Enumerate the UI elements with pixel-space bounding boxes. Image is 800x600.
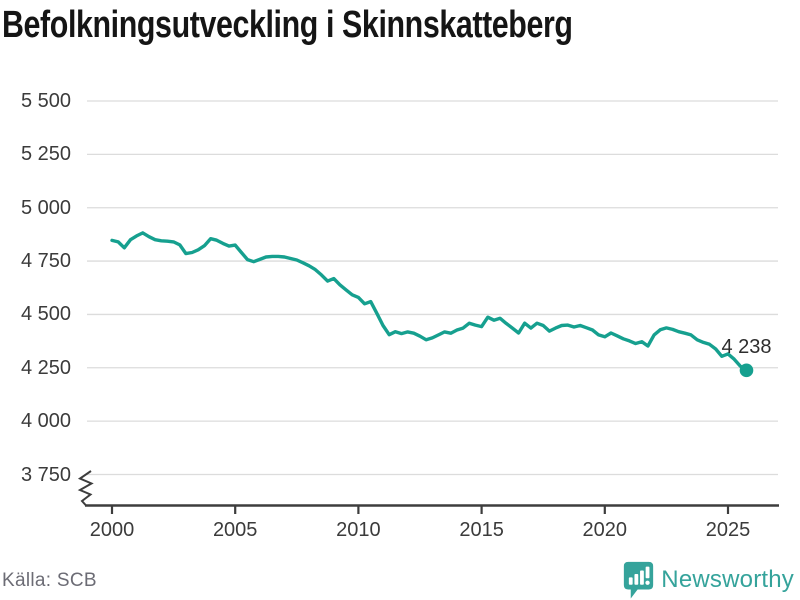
x-tick-label: 2000 — [89, 519, 135, 541]
x-tick-label: 2025 — [705, 519, 751, 541]
y-tick-label: 4 500 — [20, 303, 71, 326]
axis-break-icon — [77, 470, 94, 507]
newsworthy-wordmark: Newsworthy — [661, 566, 794, 593]
x-tick-label: 2015 — [459, 519, 504, 541]
x-tick-label: 2005 — [212, 519, 258, 541]
y-tick-label: 4 750 — [20, 250, 71, 273]
y-tick-label: 3 750 — [20, 463, 71, 486]
y-tick-label: 5 000 — [20, 196, 71, 219]
x-tick-label: 2020 — [582, 519, 628, 541]
y-tick-label: 4 000 — [20, 410, 71, 433]
newsworthy-icon — [624, 561, 654, 599]
y-tick-label: 4 250 — [20, 356, 71, 379]
last-point-marker — [739, 363, 754, 378]
y-tick-label: 5 500 — [20, 90, 71, 112]
x-tick-label: 2010 — [336, 519, 381, 541]
last-value-label: 4 238 — [721, 335, 772, 358]
population-line — [110, 231, 749, 372]
newsworthy-logo[interactable]: Newsworthy — [623, 561, 794, 599]
chart-title: Befolkningsutveckling i Skinnskatteberg — [2, 4, 573, 46]
y-tick-label: 5 250 — [20, 143, 71, 166]
source-label: Källa: SCB — [2, 570, 97, 591]
